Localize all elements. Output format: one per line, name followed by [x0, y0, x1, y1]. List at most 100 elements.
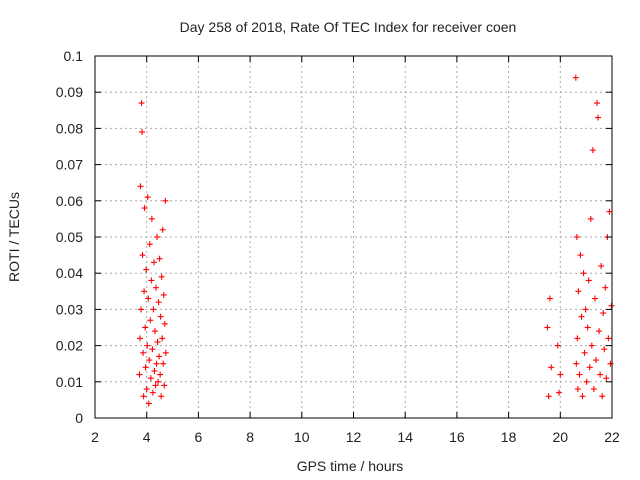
data-point [143, 266, 150, 273]
data-point [156, 353, 163, 360]
y-tick-label: 0 [75, 410, 83, 426]
data-point [606, 208, 613, 215]
data-point [151, 367, 158, 374]
data-point [597, 371, 604, 378]
data-point [159, 335, 166, 342]
y-tick-label: 0.02 [56, 338, 83, 354]
data-point [141, 288, 148, 295]
data-point [548, 364, 555, 371]
axis-ticks: 2 4 6 8 10 12 14 16 18 20 22 0 0.01 0.02 0.03 0.04 0.05 0… [56, 48, 620, 445]
data-point [546, 295, 553, 302]
data-point [160, 360, 167, 367]
data-point [138, 100, 145, 107]
data-point [598, 262, 605, 269]
data-point [154, 338, 161, 345]
data-point [162, 197, 169, 204]
data-point [590, 386, 597, 393]
data-point [594, 100, 601, 107]
data-point [140, 349, 147, 356]
data-point [599, 393, 606, 400]
data-point [148, 215, 155, 222]
y-tick-label: 0.03 [56, 301, 83, 317]
data-point [150, 306, 157, 313]
data-point [149, 346, 156, 353]
x-tick-label: 4 [143, 429, 151, 445]
data-point [556, 389, 563, 396]
data-point [145, 400, 152, 407]
data-point [149, 389, 156, 396]
data-point [155, 299, 162, 306]
data-point [142, 324, 149, 331]
y-tick-label: 0.06 [56, 193, 83, 209]
y-tick-label: 0.09 [56, 84, 83, 100]
x-tick-label: 12 [346, 429, 362, 445]
y-tick-label: 0.04 [56, 265, 83, 281]
grid [95, 56, 612, 418]
data-point [153, 284, 160, 291]
data-point [586, 364, 593, 371]
x-tick-label: 8 [246, 429, 254, 445]
data-point [544, 324, 551, 331]
data-point [578, 313, 585, 320]
data-point [573, 360, 580, 367]
data-point [160, 291, 167, 298]
chart-title: Day 258 of 2018, Rate Of TEC Index for r… [180, 19, 517, 35]
data-point [154, 234, 161, 240]
data-point [139, 129, 146, 136]
data-point [574, 335, 581, 342]
data-point [141, 205, 148, 212]
data-point [575, 288, 582, 295]
data-point [600, 310, 607, 317]
data-point [582, 306, 589, 313]
data-point [573, 234, 580, 240]
data-point [148, 277, 155, 284]
data-point [150, 259, 157, 266]
x-tick-label: 10 [294, 429, 310, 445]
x-tick-label: 22 [604, 429, 620, 445]
data-point [153, 360, 160, 367]
data-point [595, 114, 602, 121]
data-point [157, 313, 164, 320]
data-point [585, 277, 592, 284]
data-point [574, 386, 581, 393]
data-point [583, 378, 590, 385]
y-tick-label: 0.01 [56, 374, 83, 390]
data-point [152, 382, 159, 389]
y-tick-label: 0.08 [56, 120, 83, 136]
x-tick-label: 18 [501, 429, 517, 445]
data-point [157, 371, 164, 378]
data-point [577, 252, 584, 259]
x-tick-label: 20 [553, 429, 569, 445]
data-point [557, 371, 564, 378]
data-point [576, 371, 583, 378]
x-tick-label: 16 [449, 429, 465, 445]
data-point [589, 147, 596, 154]
y-axis-title: ROTI / TECUs [6, 192, 22, 282]
data-point [605, 335, 612, 342]
data-point [161, 320, 168, 327]
data-point [139, 252, 146, 259]
data-point [579, 393, 586, 400]
data-point [144, 342, 151, 349]
x-tick-label: 14 [397, 429, 413, 445]
data-point [580, 270, 587, 277]
x-tick-label: 6 [195, 429, 203, 445]
data-point [158, 393, 165, 400]
data-point [159, 226, 166, 233]
data-point [607, 360, 614, 367]
data-point [144, 194, 151, 201]
x-tick-label: 2 [91, 429, 99, 445]
data-point [155, 378, 162, 385]
data-point [137, 183, 144, 190]
data-point [592, 357, 599, 364]
data-point [161, 382, 168, 389]
data-point [158, 273, 165, 280]
data-point [591, 295, 598, 302]
data-point [136, 371, 143, 378]
data-point [147, 317, 154, 324]
data-point [602, 284, 609, 291]
data-point [596, 328, 603, 335]
data-point [156, 255, 163, 262]
